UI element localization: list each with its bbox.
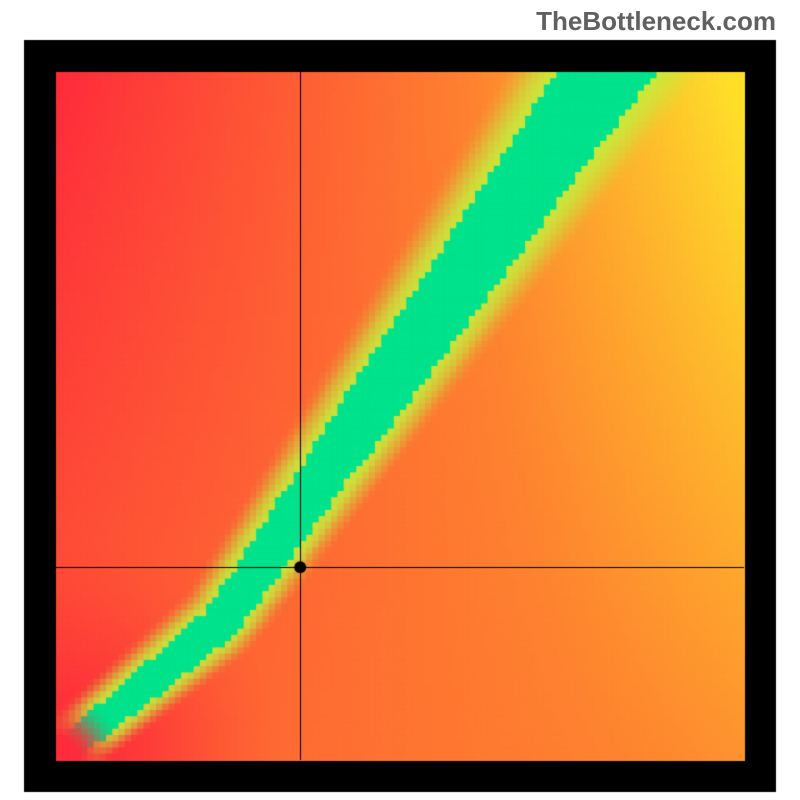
bottleneck-heatmap [0, 0, 800, 800]
chart-container: TheBottleneck.com [0, 0, 800, 800]
watermark-text: TheBottleneck.com [536, 6, 776, 37]
